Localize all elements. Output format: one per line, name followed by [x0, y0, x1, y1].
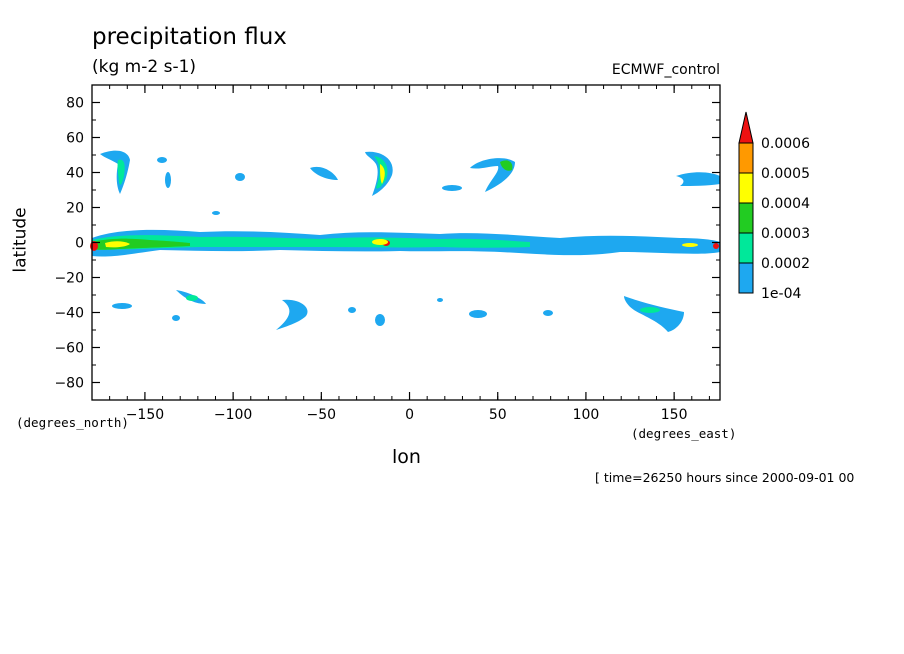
- y-tick-label: 40: [66, 166, 84, 182]
- contour-south-spot-6: [543, 310, 553, 316]
- contour-north-spot-5: [212, 211, 220, 215]
- y-tick-label: 20: [66, 201, 84, 217]
- chart-title: precipitation flux: [92, 24, 287, 50]
- contour-north-storm-4: [310, 166, 338, 180]
- y-tick-label: 80: [66, 96, 84, 112]
- contour-south-spot-1: [112, 303, 132, 309]
- dataset-label: ECMWF_control: [611, 62, 720, 78]
- contour-south-spot-3: [375, 314, 385, 326]
- contour-north-storm-5: [676, 172, 720, 186]
- colorbar-swatch: [738, 172, 754, 204]
- x-tick-label: −100: [214, 407, 252, 423]
- x-axis-label: lon: [392, 446, 421, 468]
- contour-south-spot-7: [437, 298, 443, 302]
- contour-north-storm-1-core: [117, 159, 125, 185]
- contour-north-spot-3: [235, 173, 245, 181]
- contour-north-spot-4: [442, 185, 462, 191]
- contour-north-storm-1: [100, 150, 130, 194]
- colorbar-label: 0.0006: [761, 136, 810, 152]
- y-tick-label: −80: [54, 376, 84, 392]
- precipitation-field: [90, 150, 720, 332]
- colorbar-swatch: [738, 262, 754, 294]
- x-tick-label: 100: [573, 407, 600, 423]
- contour-south-storm-3-core: [640, 307, 660, 313]
- colorbar-swatch: [738, 202, 754, 234]
- contour-north-storm-2-core: [380, 164, 385, 184]
- colorbar-label: 0.0005: [761, 166, 810, 182]
- x-tick-label: −150: [126, 407, 164, 423]
- colorbar-label: 0.0003: [761, 226, 810, 242]
- contour-north-storm-3-core: [500, 160, 513, 171]
- contour-south-storm-1-core: [186, 295, 198, 301]
- y-tick-label: −60: [54, 341, 84, 357]
- contour-equatorial-center-yellow: [372, 239, 388, 245]
- x-tick-label: 50: [489, 407, 507, 423]
- contour-equatorial-east-yellow: [682, 243, 698, 247]
- y-tick-label: 0: [75, 236, 84, 252]
- contour-north-spot-2: [165, 172, 171, 188]
- contour-south-spot-4: [348, 307, 356, 313]
- colorbar-swatch: [738, 142, 754, 174]
- x-tick-label: 0: [405, 407, 414, 423]
- contour-equatorial-max-east: [713, 243, 719, 249]
- colorbar-label: 0.0002: [761, 256, 810, 272]
- y-tick-label: 60: [66, 131, 84, 147]
- time-info: [ time=26250 hours since 2000-09-01 00: [595, 470, 855, 485]
- contour-equatorial-band-4: [105, 241, 130, 248]
- x-tick-label: −50: [307, 407, 337, 423]
- contour-south-storm-2: [276, 299, 308, 330]
- colorbar-swatch: [738, 232, 754, 264]
- contour-equatorial-band-2: [92, 235, 530, 250]
- y-tick-label: −20: [54, 271, 84, 287]
- contour-north-spot-1: [157, 157, 167, 163]
- colorbar-top-triangle: [738, 111, 754, 144]
- chart-units: (kg m-2 s-1): [92, 57, 197, 77]
- axis-ticks: −150 −100 −50 0 50 100 150 80 60 40 20 0 −20 −40 −60 −8…: [54, 84, 720, 423]
- contour-south-spot-2: [172, 315, 180, 321]
- contour-south-spot-5: [469, 310, 487, 318]
- colorbar-label: 0.0004: [761, 196, 810, 212]
- colorbar-label: 1e-04: [761, 286, 801, 302]
- x-tick-label: 150: [661, 407, 688, 423]
- y-tick-label: −40: [54, 306, 84, 322]
- colorbar-legend: 1e-04 0.0002 0.0003 0.0004 0.0005 0.0006: [738, 111, 810, 302]
- contour-south-storm-3: [624, 296, 684, 332]
- y-axis-units: (degrees_north): [16, 415, 129, 430]
- x-axis-units: (degrees_east): [631, 426, 737, 441]
- contour-north-storm-2: [365, 151, 393, 196]
